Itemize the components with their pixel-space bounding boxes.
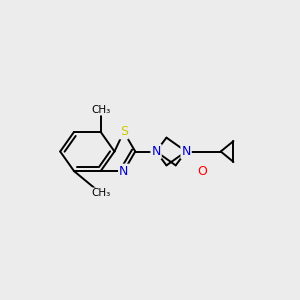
Text: CH₃: CH₃	[91, 188, 110, 198]
Text: CH₃: CH₃	[91, 105, 110, 115]
Text: S: S	[120, 125, 128, 138]
Text: N: N	[119, 165, 128, 178]
Text: N: N	[152, 145, 161, 158]
Text: N: N	[182, 145, 191, 158]
Text: O: O	[197, 165, 207, 178]
